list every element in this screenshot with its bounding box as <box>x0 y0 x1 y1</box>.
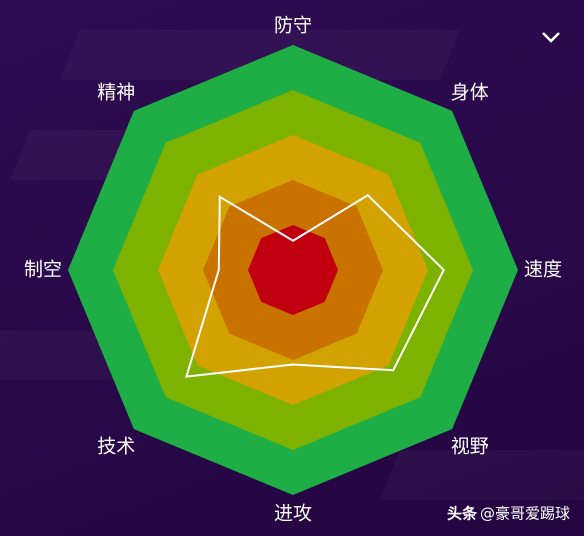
axis-label: 进攻 <box>274 503 312 525</box>
rings <box>68 45 518 495</box>
axis-label: 身体 <box>451 82 489 104</box>
axis-label: 精神 <box>97 82 135 104</box>
axis-label: 技术 <box>97 435 135 457</box>
watermark-source: 头条 <box>447 505 478 523</box>
axis-label: 防守 <box>274 15 312 37</box>
axis-label: 视野 <box>451 435 489 457</box>
data-line <box>185 193 445 378</box>
watermark-author: @豪哥爱踢球 <box>480 505 570 523</box>
axis-label: 制空 <box>24 259 62 281</box>
axis-label: 速度 <box>524 259 562 281</box>
collapse-chevron[interactable] <box>542 32 560 43</box>
ring <box>248 225 338 315</box>
